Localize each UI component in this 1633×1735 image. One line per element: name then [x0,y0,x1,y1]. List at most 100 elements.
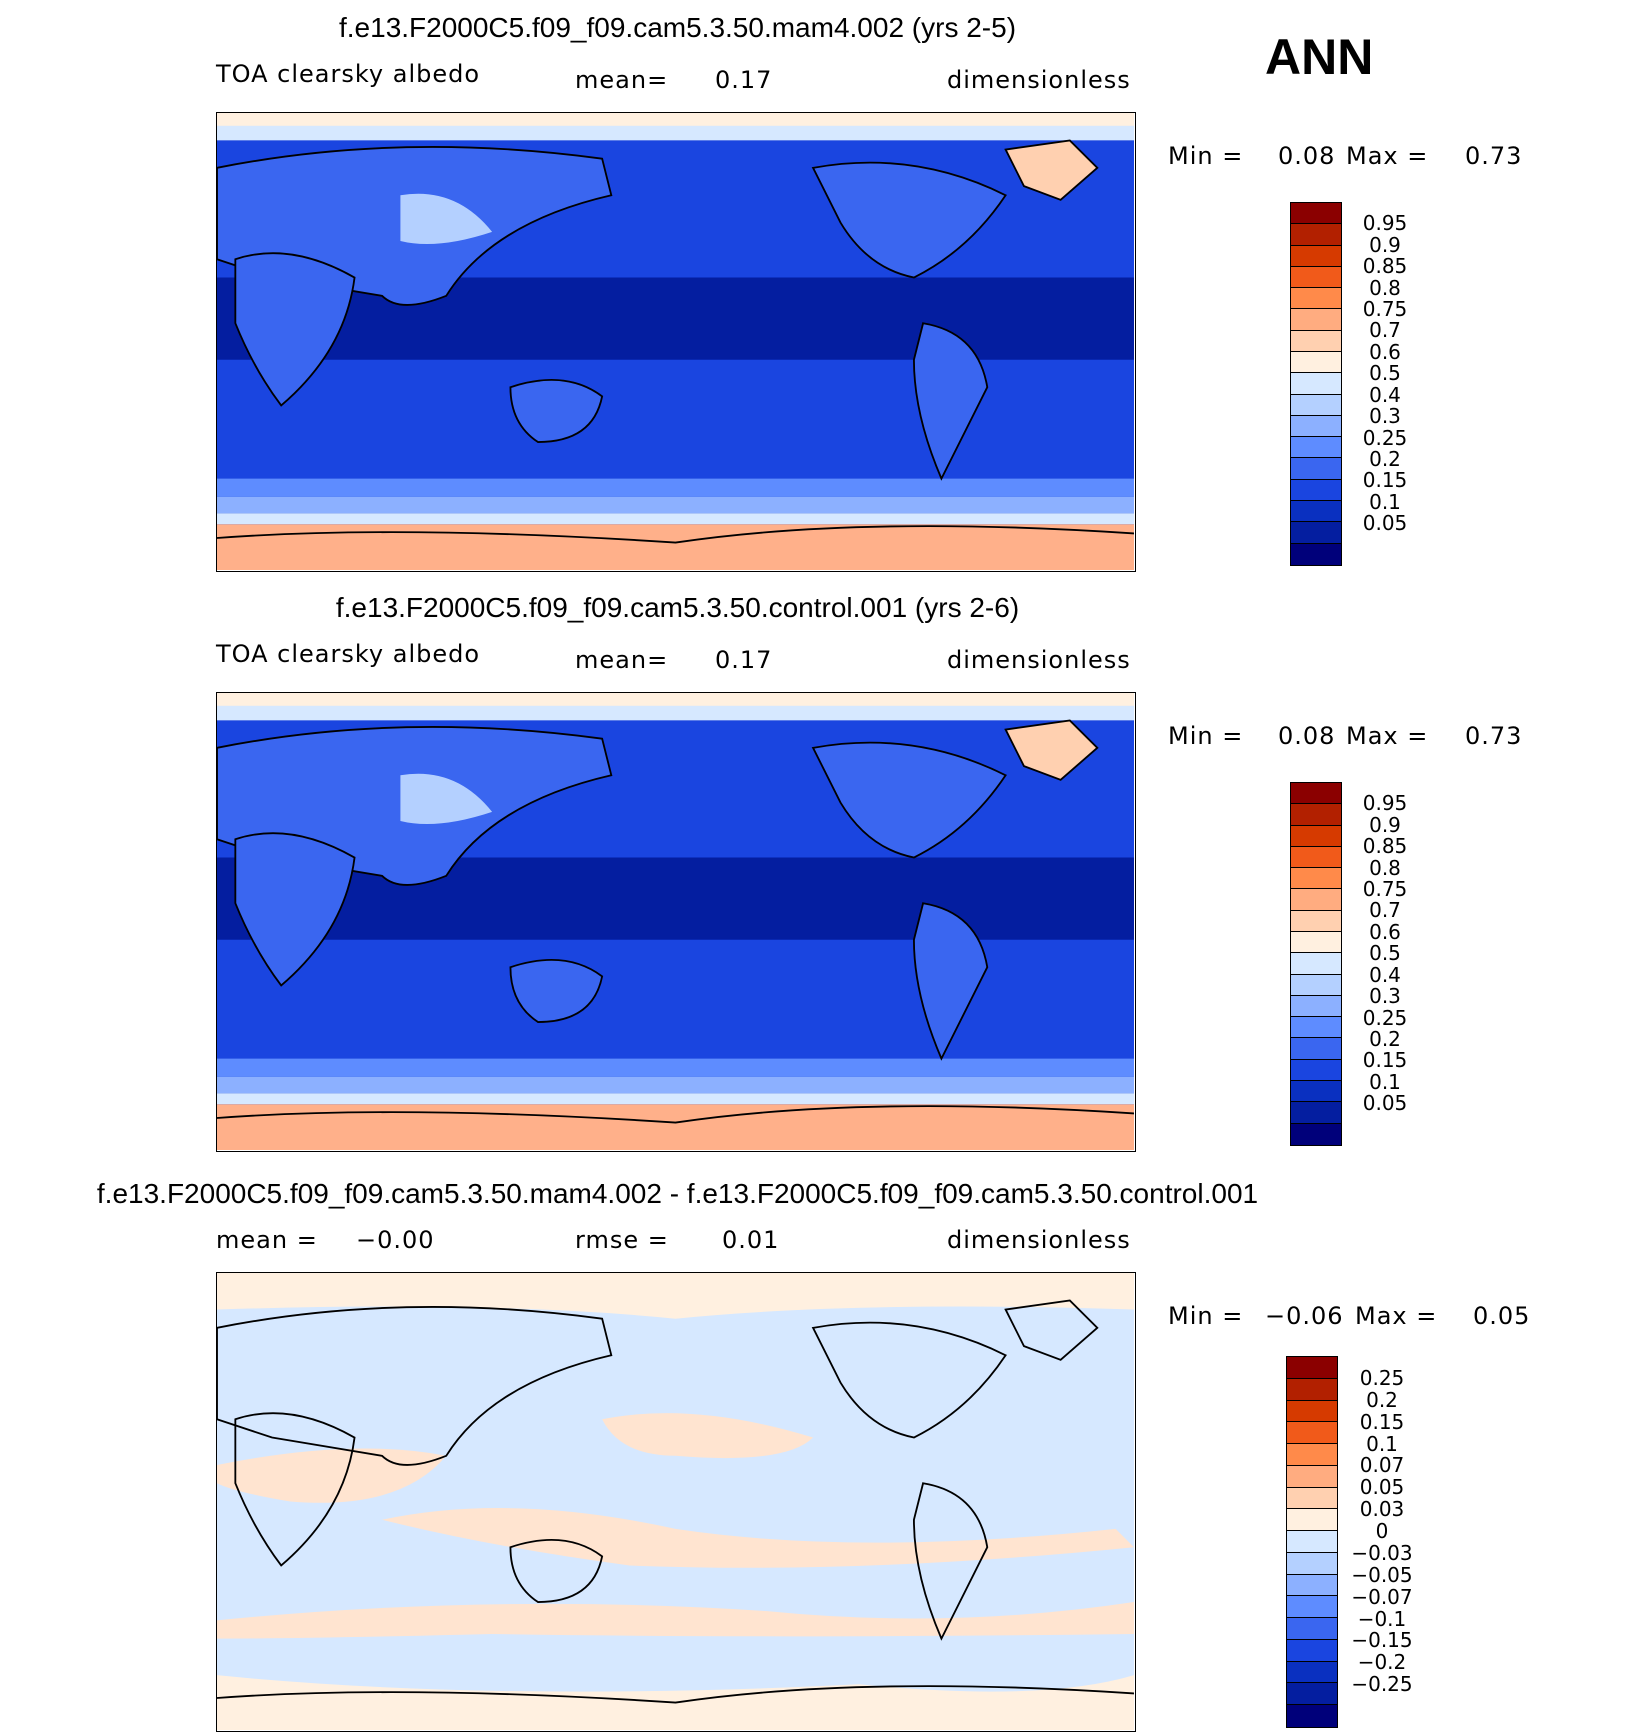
season-label: ANN [1265,29,1374,85]
colorbar-swatch [1291,1123,1341,1145]
colorbar-swatch [1287,1487,1337,1510]
colorbar-swatch [1287,1531,1337,1553]
colorbar-swatch [1291,415,1341,438]
colorbar-tick-label: 0.05 [1362,511,1408,536]
colorbar-tick-label: 0 [1375,1519,1389,1544]
colorbar-swatch [1291,1080,1341,1103]
panel3-units: dimensionless [947,1226,1131,1254]
colorbar-swatch [1291,1102,1341,1124]
colorbar-tick-label: 0.1 [1366,1431,1398,1456]
colorbar-tick-label: 0.3 [1369,984,1401,1009]
panel2-mean-label: mean= [575,646,669,674]
colorbar-swatch [1291,458,1341,480]
colorbar-swatch [1291,288,1341,310]
colorbar-swatch [1291,203,1341,225]
colorbar-tick-label: 0.25 [1362,1005,1408,1030]
colorbar-tick-label: 0.1 [1369,489,1401,514]
colorbar-swatch [1291,1038,1341,1060]
colorbar-swatch [1291,245,1341,267]
colorbar-tick-label: 0.2 [1369,1026,1401,1051]
colorbar-swatch [1291,309,1341,331]
panel2-map [216,692,1136,1152]
panel1-title: f.e13.F2000C5.f09_f09.cam5.3.50.mam4.002… [338,12,1017,43]
colorbar-swatch [1291,373,1341,395]
colorbar-swatch [1287,1509,1337,1531]
colorbar-tick-label: 0.75 [1362,877,1408,902]
colorbar-tick-label: −0.2 [1357,1650,1407,1675]
panel1-min-label: Min = [1168,142,1244,170]
panel3-colorbar [1286,1356,1338,1728]
colorbar-swatch [1287,1400,1337,1423]
colorbar-tick-label: 0.9 [1369,232,1401,257]
panel3-mean-value: −0.00 [356,1226,435,1254]
panel1-map [216,112,1136,572]
colorbar-swatch [1291,910,1341,932]
panel2-max-label: Max = [1346,722,1429,750]
colorbar-tick-label: 0.25 [1359,1365,1405,1390]
colorbar-tick-label: 0.25 [1362,425,1408,450]
colorbar-swatch [1287,1357,1337,1379]
panel2-mean-value: 0.17 [715,646,773,674]
panel3-max-value: 0.05 [1473,1302,1531,1330]
panel3-title: f.e13.F2000C5.f09_f09.cam5.3.50.mam4.002… [96,1178,1259,1209]
panel2-units: dimensionless [947,646,1131,674]
colorbar-swatch [1291,889,1341,911]
colorbar-swatch [1287,1683,1337,1705]
colorbar-swatch [1291,974,1341,996]
colorbar-tick-label: 0.8 [1369,275,1401,300]
colorbar-swatch [1291,953,1341,975]
panel1-min-value: 0.08 [1278,142,1336,170]
colorbar-swatch [1291,330,1341,352]
colorbar-tick-label: 0.75 [1362,297,1408,322]
panel1-mean-value: 0.17 [715,66,773,94]
colorbar-swatch [1287,1661,1337,1684]
panel2-min-value: 0.08 [1278,722,1336,750]
panel2-title: f.e13.F2000C5.f09_f09.cam5.3.50.control.… [335,592,1020,623]
colorbar-tick-label: 0.95 [1362,791,1408,816]
panel2-variable: TOA clearsky albedo [216,640,481,668]
colorbar-swatch [1287,1422,1337,1444]
colorbar-tick-label: 0.05 [1362,1091,1408,1116]
colorbar-swatch [1291,783,1341,805]
panel3-min-value: −0.06 [1265,1302,1344,1330]
colorbar-swatch [1287,1378,1337,1401]
colorbar-tick-label: 0.15 [1362,468,1408,493]
colorbar-swatch [1291,804,1341,826]
colorbar-tick-label: 0.2 [1369,446,1401,471]
colorbar-swatch [1287,1618,1337,1640]
panel3-min-label: Min = [1168,1302,1244,1330]
colorbar-tick-label: 0.5 [1369,361,1401,386]
colorbar-swatch [1287,1705,1337,1727]
colorbar-tick-label: 0.05 [1359,1475,1405,1500]
colorbar-tick-label: 0.6 [1369,339,1401,364]
panel1-variable: TOA clearsky albedo [216,60,481,88]
colorbar-tick-label: 0.15 [1362,1048,1408,1073]
colorbar-tick-label: 0.8 [1369,855,1401,880]
colorbar-tick-label: −0.15 [1351,1628,1413,1653]
colorbar-swatch [1291,846,1341,869]
colorbar-tick-label: 0.95 [1362,211,1408,236]
colorbar-swatch [1291,351,1341,374]
colorbar-tick-label: −0.05 [1351,1562,1413,1587]
colorbar-tick-label: −0.1 [1357,1606,1407,1631]
panel2-colorbar [1290,782,1342,1146]
panel1-max-value: 0.73 [1465,142,1523,170]
panel2-max-value: 0.73 [1465,722,1523,750]
colorbar-tick-label: 0.6 [1369,919,1401,944]
colorbar-swatch [1291,522,1341,544]
colorbar-tick-label: −0.25 [1351,1672,1413,1697]
colorbar-swatch [1291,500,1341,523]
panel2-min-label: Min = [1168,722,1244,750]
panel1-mean-label: mean= [575,66,669,94]
colorbar-tick-label: 0.5 [1369,941,1401,966]
colorbar-tick-label: 0.7 [1369,318,1401,343]
colorbar-tick-label: 0.2 [1366,1387,1398,1412]
panel3-max-label: Max = [1355,1302,1438,1330]
colorbar-swatch [1291,1017,1341,1039]
colorbar-swatch [1291,224,1341,246]
panel3-mean-label: mean = [216,1226,318,1254]
colorbar-swatch [1291,825,1341,847]
colorbar-swatch [1291,394,1341,416]
colorbar-tick-label: 0.07 [1359,1453,1405,1478]
colorbar-tick-label: 0.3 [1369,404,1401,429]
